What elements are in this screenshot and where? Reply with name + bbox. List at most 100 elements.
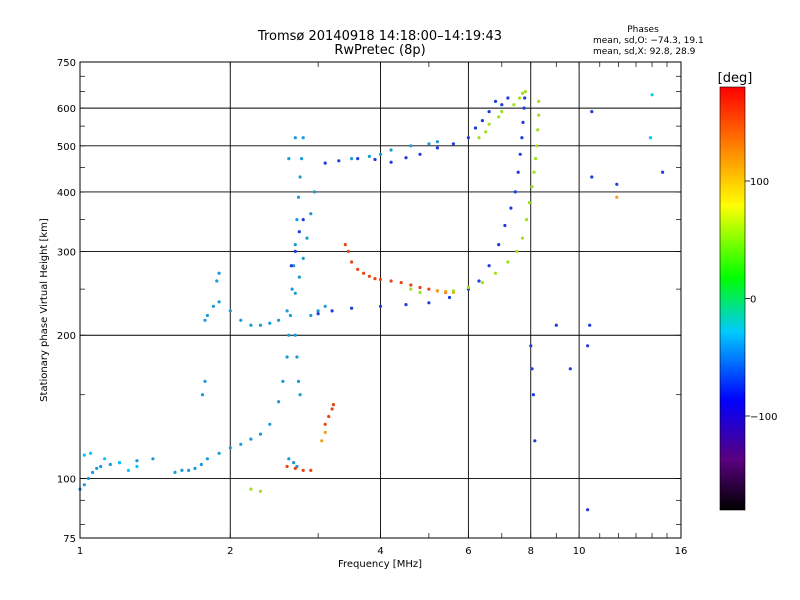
data-point — [215, 279, 219, 283]
data-point — [484, 130, 488, 134]
data-point — [320, 439, 324, 443]
data-point — [86, 476, 91, 481]
data-point — [586, 344, 590, 348]
data-point — [350, 157, 354, 161]
data-point — [350, 306, 354, 310]
data-point — [356, 267, 360, 271]
data-point — [615, 195, 619, 199]
data-point — [331, 403, 336, 407]
data-point — [522, 106, 526, 110]
data-point — [301, 468, 305, 472]
data-point — [500, 103, 504, 107]
data-point — [409, 287, 413, 291]
data-point — [389, 279, 393, 283]
data-point — [451, 289, 455, 293]
data-point — [516, 170, 520, 174]
data-point — [506, 260, 510, 264]
phase-stats-heading: Phases — [627, 25, 659, 35]
data-point — [356, 157, 360, 161]
data-point — [530, 185, 534, 189]
data-point — [293, 136, 297, 140]
data-point — [378, 152, 383, 156]
data-point — [590, 110, 594, 114]
data-point — [493, 271, 498, 275]
phase-stats-x: mean, sd,X: 92.8, 28.9 — [593, 47, 696, 57]
data-point — [521, 120, 525, 124]
data-point — [615, 182, 619, 186]
phase-stats-o: mean, sd,O: −74.3, 19.1 — [593, 36, 704, 46]
data-point — [497, 115, 501, 119]
data-point — [301, 256, 305, 260]
data-point — [295, 355, 299, 359]
data-point — [509, 206, 513, 210]
data-point — [200, 393, 205, 397]
data-point — [295, 218, 299, 222]
data-point — [287, 457, 291, 461]
data-point — [466, 136, 470, 140]
data-point — [309, 212, 313, 216]
y-tick-label: 500 — [57, 142, 76, 153]
data-point — [506, 96, 510, 100]
data-point — [523, 96, 527, 100]
data-point — [487, 110, 491, 114]
data-point — [537, 113, 541, 117]
data-point — [435, 146, 439, 150]
data-point — [268, 422, 272, 426]
y-tick-label: 75 — [63, 534, 76, 545]
data-point — [217, 300, 221, 304]
data-point — [362, 271, 366, 275]
data-point — [287, 333, 291, 337]
data-point — [199, 462, 203, 467]
data-point — [330, 407, 334, 411]
data-point — [312, 190, 317, 194]
data-point — [343, 243, 347, 247]
x-tick-label: 16 — [675, 546, 688, 557]
data-point — [258, 489, 263, 493]
data-point — [205, 457, 209, 461]
data-point — [518, 96, 522, 100]
data-point — [91, 470, 95, 474]
data-point — [451, 142, 455, 146]
data-point — [497, 243, 501, 247]
data-point — [297, 275, 301, 279]
data-point — [287, 157, 291, 161]
y-axis-label: Stationary phase Virtual Height [km] — [39, 218, 50, 402]
y-tick-label: 200 — [57, 331, 76, 342]
data-point — [389, 160, 393, 164]
data-point — [648, 136, 653, 140]
data-point — [513, 190, 517, 194]
data-point — [373, 277, 377, 281]
data-point — [487, 264, 491, 268]
data-point — [249, 487, 253, 491]
data-point — [477, 136, 481, 140]
data-point — [350, 260, 354, 264]
data-point — [534, 157, 538, 161]
data-point — [82, 453, 86, 457]
data-point — [103, 457, 107, 461]
data-point — [193, 466, 197, 470]
data-point — [239, 442, 243, 446]
y-tick-label: 100 — [57, 475, 76, 486]
data-point — [527, 201, 532, 205]
data-point — [373, 157, 377, 162]
data-point — [301, 218, 305, 222]
data-point — [515, 249, 519, 253]
data-point — [418, 152, 422, 156]
data-point — [409, 283, 413, 287]
data-point — [173, 470, 177, 474]
data-point — [330, 309, 334, 313]
data-point — [650, 93, 654, 97]
data-point — [300, 157, 304, 161]
data-point — [568, 367, 572, 371]
colorbar-tick-label: 0 — [750, 295, 756, 306]
data-point — [285, 464, 289, 469]
data-point — [258, 323, 263, 327]
data-point — [367, 274, 371, 278]
data-point — [151, 457, 155, 461]
data-point — [418, 285, 422, 290]
data-point — [435, 140, 439, 144]
data-point — [228, 446, 232, 450]
data-point — [293, 243, 297, 247]
data-point — [249, 437, 253, 441]
data-point — [367, 154, 371, 158]
